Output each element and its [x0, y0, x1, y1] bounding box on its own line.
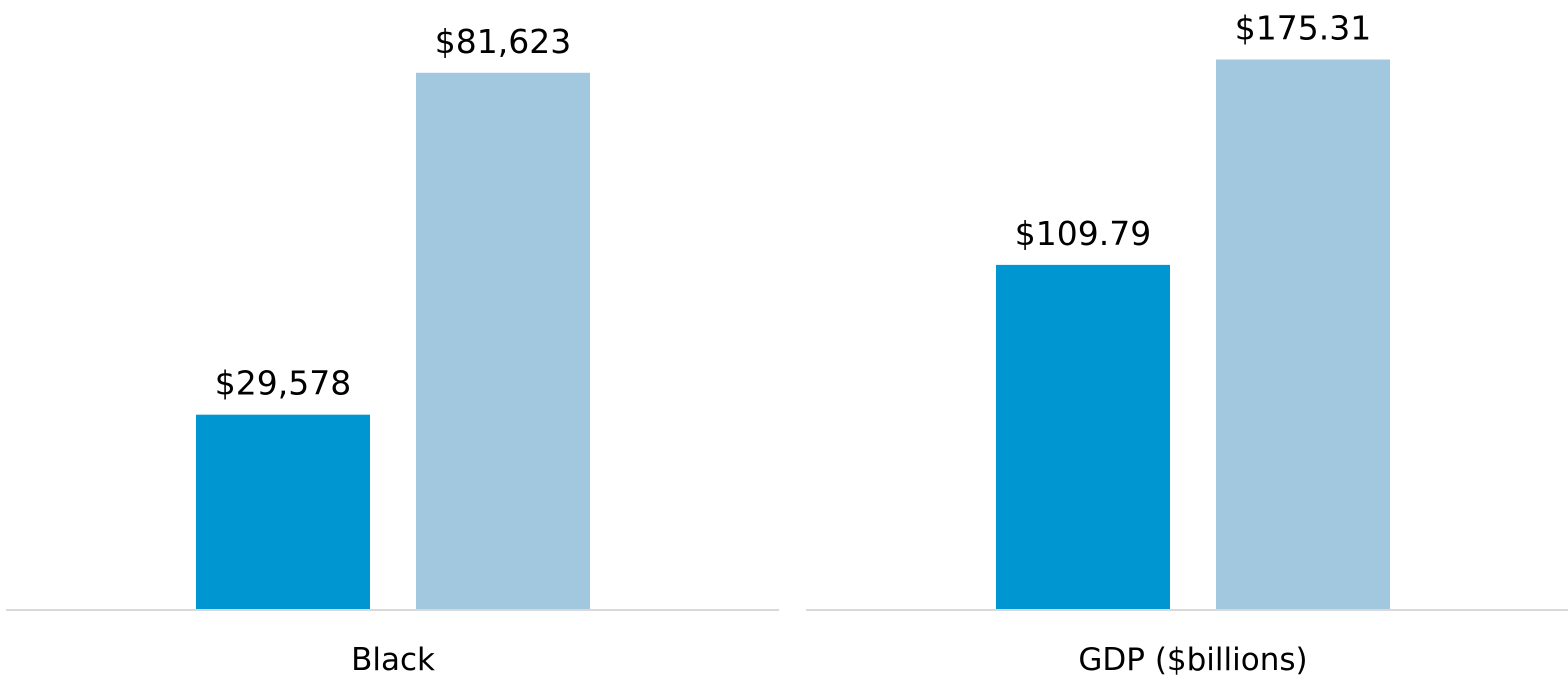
value-label: $29,578	[215, 364, 351, 403]
bar	[416, 72, 590, 609]
value-label: $109.79	[1015, 214, 1151, 253]
value-label: $175.31	[1235, 9, 1371, 48]
bar	[1216, 59, 1390, 610]
bar	[996, 264, 1170, 609]
value-label: $81,623	[435, 22, 571, 61]
bar	[196, 414, 370, 609]
category-label: Black	[351, 642, 435, 677]
category-label: GDP ($billions)	[1078, 642, 1307, 677]
